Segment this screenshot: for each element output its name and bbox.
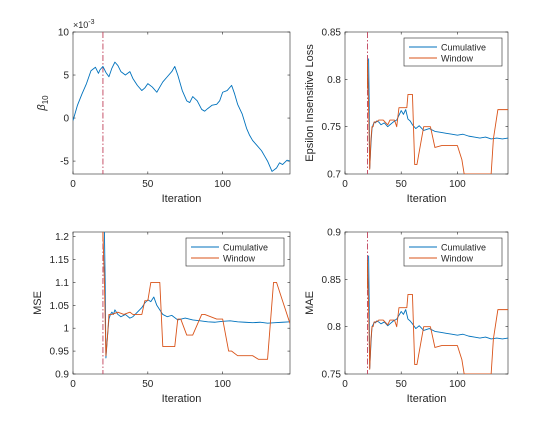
y-axis-label: MAE — [304, 291, 316, 315]
chart-panel-4: 0 50 100 0.75 0.8 0.85 0.9 Iteration MAE Cumulati… — [304, 228, 509, 405]
series-line-window — [367, 259, 508, 374]
x-tick-label: 50 — [142, 379, 154, 390]
x-tick-label: 50 — [142, 179, 154, 190]
x-axis-label: Iteration — [162, 393, 202, 405]
y-tick-label: 0.8 — [327, 75, 341, 86]
x-tick-label: 50 — [396, 379, 408, 390]
y-tick-label: 0.9 — [55, 370, 69, 381]
y-tick-label: 5 — [63, 71, 69, 82]
x-axis-label: Iteration — [407, 393, 447, 405]
series-line-window — [367, 59, 508, 174]
legend-label-window: Window — [223, 253, 256, 263]
x-axis-label: Iteration — [162, 193, 202, 205]
y-axis-label: MSE — [32, 291, 44, 315]
chart-panel-2: 0 50 100 0.7 0.75 0.8 0.85 Iteration Epsilon Ins… — [304, 28, 509, 205]
legend-label-cumulative: Cumulative — [223, 242, 268, 252]
legend-label-window: Window — [441, 53, 474, 63]
y-axis-label: β10 — [36, 95, 50, 112]
plot-lines — [73, 32, 290, 174]
y-tick-label: 0.75 — [322, 122, 342, 133]
plot-area-box — [344, 31, 509, 175]
x-tick-label: 0 — [342, 179, 348, 190]
chart-panel-3: 0 50 100 0.9 0.95 1 1.05 1.1 1.15 1.2 Iteration MSE… — [32, 231, 291, 405]
y-tick-label: 1.15 — [50, 255, 70, 266]
legend-label-cumulative: Cumulative — [441, 42, 486, 52]
y-tick-label: 0.75 — [322, 370, 342, 381]
y-tick-label: 0.8 — [327, 322, 341, 333]
x-tick-label: 100 — [449, 179, 466, 190]
y-tick-label: 1 — [63, 324, 69, 335]
series-line-cumulative — [73, 61, 290, 172]
legend-label-window: Window — [441, 253, 474, 263]
y-axis-label-subscript: 10 — [41, 95, 50, 104]
plot-area-box — [72, 31, 291, 175]
y-tick-label: 1.05 — [50, 301, 70, 312]
plot-area-box — [344, 231, 509, 375]
y-tick-label: 0.95 — [50, 347, 70, 358]
legend-box — [185, 237, 285, 267]
plot-lines — [367, 32, 508, 174]
y-axis-exponent: ×10-3 — [73, 19, 95, 30]
y-axis-exponent-power: -3 — [88, 19, 94, 26]
y-tick-label: -5 — [60, 157, 69, 168]
y-tick-label: 0.7 — [327, 170, 341, 181]
x-tick-label: 0 — [342, 379, 348, 390]
y-tick-label: 0.85 — [322, 28, 342, 39]
y-axis-exponent-base: ×10 — [73, 20, 88, 30]
y-tick-label: 1.2 — [55, 232, 69, 243]
plot-lines — [102, 232, 290, 374]
legend-box — [403, 37, 503, 67]
series-line-cumulative — [368, 58, 508, 169]
series-line-window — [102, 232, 290, 360]
y-axis-label: Epsilon Insensitive Loss — [304, 44, 316, 162]
legend-label-cumulative: Cumulative — [441, 242, 486, 252]
y-tick-label: 0 — [63, 114, 69, 125]
y-tick-label: 0.85 — [322, 275, 342, 286]
x-tick-label: 100 — [214, 379, 231, 390]
y-axis-label-symbol: β — [36, 104, 48, 112]
x-tick-label: 100 — [449, 379, 466, 390]
plot-area-box — [72, 231, 291, 375]
series-line-cumulative — [368, 255, 508, 369]
x-tick-label: 0 — [70, 379, 76, 390]
x-axis-label: Iteration — [407, 193, 447, 205]
plot-lines — [367, 232, 508, 374]
y-tick-label: 1.1 — [55, 278, 69, 289]
y-tick-label: 0.9 — [327, 228, 341, 239]
x-tick-label: 0 — [70, 179, 76, 190]
y-tick-label: 10 — [58, 28, 70, 39]
x-tick-label: 100 — [214, 179, 231, 190]
x-tick-label: 50 — [396, 179, 408, 190]
legend-box — [403, 237, 503, 267]
